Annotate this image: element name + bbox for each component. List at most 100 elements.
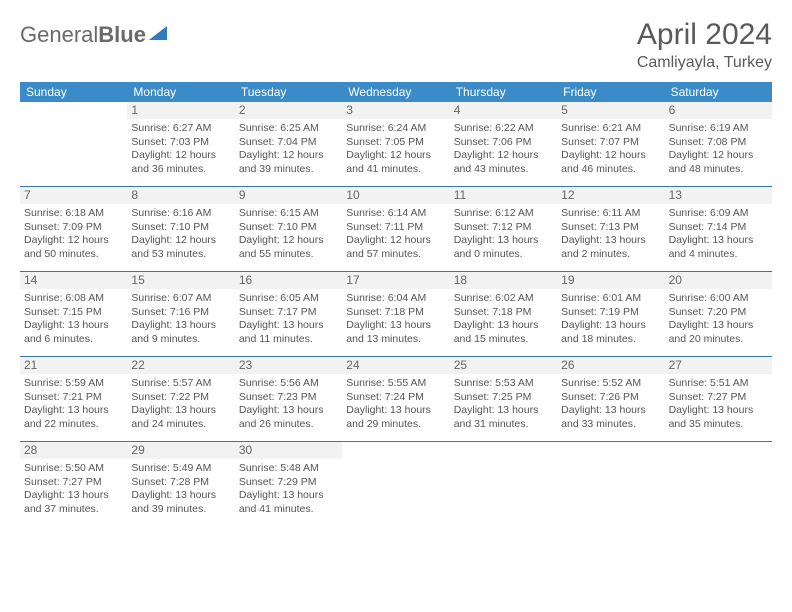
day-info-line: and 43 minutes.: [454, 163, 553, 176]
day-cell: 28Sunrise: 5:50 AMSunset: 7:27 PMDayligh…: [20, 442, 127, 526]
day-cell: 3Sunrise: 6:24 AMSunset: 7:05 PMDaylight…: [342, 102, 449, 186]
day-info-line: Sunrise: 6:12 AM: [454, 207, 553, 220]
day-cell: 12Sunrise: 6:11 AMSunset: 7:13 PMDayligh…: [557, 187, 664, 271]
day-info-line: Daylight: 13 hours: [669, 319, 768, 332]
day-cell: 22Sunrise: 5:57 AMSunset: 7:22 PMDayligh…: [127, 357, 234, 441]
day-info-line: Sunrise: 5:59 AM: [24, 377, 123, 390]
day-number: 12: [557, 187, 664, 204]
day-info-line: and 13 minutes.: [346, 333, 445, 346]
day-info-line: Daylight: 12 hours: [239, 234, 338, 247]
day-info-line: Daylight: 13 hours: [561, 404, 660, 417]
day-info-line: Sunrise: 6:02 AM: [454, 292, 553, 305]
day-info-line: Sunset: 7:24 PM: [346, 391, 445, 404]
day-info-line: Sunrise: 6:22 AM: [454, 122, 553, 135]
day-cell: 6Sunrise: 6:19 AMSunset: 7:08 PMDaylight…: [665, 102, 772, 186]
day-info-line: Sunrise: 6:14 AM: [346, 207, 445, 220]
day-info-line: Sunset: 7:29 PM: [239, 476, 338, 489]
calendar: SundayMondayTuesdayWednesdayThursdayFrid…: [20, 82, 772, 526]
day-info-line: Sunset: 7:20 PM: [669, 306, 768, 319]
day-info-line: Sunset: 7:25 PM: [454, 391, 553, 404]
day-cell: .: [450, 442, 557, 526]
day-number: 27: [665, 357, 772, 374]
day-info-line: Sunrise: 6:18 AM: [24, 207, 123, 220]
logo-part1: General: [20, 22, 98, 47]
day-info-line: Sunset: 7:13 PM: [561, 221, 660, 234]
day-info-line: Daylight: 13 hours: [239, 319, 338, 332]
day-info-line: Sunrise: 6:01 AM: [561, 292, 660, 305]
day-number: 21: [20, 357, 127, 374]
day-info-line: Sunrise: 6:07 AM: [131, 292, 230, 305]
day-info-line: Sunrise: 5:51 AM: [669, 377, 768, 390]
day-number: 23: [235, 357, 342, 374]
day-cell: 27Sunrise: 5:51 AMSunset: 7:27 PMDayligh…: [665, 357, 772, 441]
day-info-line: Sunrise: 6:05 AM: [239, 292, 338, 305]
day-cell: 23 Sunrise: 5:56 AMSunset: 7:23 PMDayligh…: [235, 357, 342, 441]
day-cell: 4Sunrise: 6:22 AMSunset: 7:06 PMDaylight…: [450, 102, 557, 186]
day-info-line: Daylight: 13 hours: [454, 234, 553, 247]
day-cell: 5Sunrise: 6:21 AMSunset: 7:07 PMDaylight…: [557, 102, 664, 186]
day-number: 2: [235, 102, 342, 119]
day-cell: .: [342, 442, 449, 526]
day-info-line: Sunrise: 6:27 AM: [131, 122, 230, 135]
day-info-line: Sunrise: 5:55 AM: [346, 377, 445, 390]
dow-label: Thursday: [450, 82, 557, 102]
day-info-line: Daylight: 13 hours: [239, 489, 338, 502]
day-info-line: Sunset: 7:06 PM: [454, 136, 553, 149]
day-number: 18: [450, 272, 557, 289]
day-info-line: Daylight: 12 hours: [346, 234, 445, 247]
day-info-line: and 15 minutes.: [454, 333, 553, 346]
day-info-line: Daylight: 13 hours: [669, 234, 768, 247]
day-number: 24: [342, 357, 449, 374]
day-info-line: Daylight: 12 hours: [239, 149, 338, 162]
day-cell: 20Sunrise: 6:00 AMSunset: 7:20 PMDayligh…: [665, 272, 772, 356]
day-info-line: and 29 minutes.: [346, 418, 445, 431]
day-info-line: Sunset: 7:10 PM: [131, 221, 230, 234]
day-number: 11: [450, 187, 557, 204]
day-number: 26: [557, 357, 664, 374]
day-info-line: Sunset: 7:27 PM: [24, 476, 123, 489]
dow-label: Wednesday: [342, 82, 449, 102]
day-info-line: Daylight: 13 hours: [454, 319, 553, 332]
day-cell: 18Sunrise: 6:02 AMSunset: 7:18 PMDayligh…: [450, 272, 557, 356]
day-info-line: Sunrise: 6:15 AM: [239, 207, 338, 220]
day-info-line: Sunset: 7:23 PM: [239, 391, 338, 404]
day-cell: 13Sunrise: 6:09 AMSunset: 7:14 PMDayligh…: [665, 187, 772, 271]
day-info-line: and 22 minutes.: [24, 418, 123, 431]
day-cell: 25Sunrise: 5:53 AMSunset: 7:25 PMDayligh…: [450, 357, 557, 441]
day-cell: .: [20, 102, 127, 186]
day-info-line: and 41 minutes.: [239, 503, 338, 516]
day-info-line: and 39 minutes.: [131, 503, 230, 516]
week-row: 21Sunrise: 5:59 AMSunset: 7:21 PMDayligh…: [20, 357, 772, 442]
dow-label: Sunday: [20, 82, 127, 102]
day-info-line: Sunset: 7:07 PM: [561, 136, 660, 149]
day-cell: 9Sunrise: 6:15 AMSunset: 7:10 PMDaylight…: [235, 187, 342, 271]
logo: GeneralBlue: [20, 22, 167, 48]
dow-label: Monday: [127, 82, 234, 102]
dow-label: Saturday: [665, 82, 772, 102]
day-info-line: and 24 minutes.: [131, 418, 230, 431]
day-number: 4: [450, 102, 557, 119]
day-cell: 26Sunrise: 5:52 AMSunset: 7:26 PMDayligh…: [557, 357, 664, 441]
day-info-line: Sunrise: 5:56 AM: [239, 377, 338, 390]
day-info-line: Daylight: 13 hours: [346, 319, 445, 332]
week-row: 14Sunrise: 6:08 AMSunset: 7:15 PMDayligh…: [20, 272, 772, 357]
day-info-line: and 33 minutes.: [561, 418, 660, 431]
day-cell: 1Sunrise: 6:27 AMSunset: 7:03 PMDaylight…: [127, 102, 234, 186]
day-info-line: and 39 minutes.: [239, 163, 338, 176]
day-number: 1: [127, 102, 234, 119]
day-info-line: Daylight: 13 hours: [24, 489, 123, 502]
day-cell: 14Sunrise: 6:08 AMSunset: 7:15 PMDayligh…: [20, 272, 127, 356]
day-number: 9: [235, 187, 342, 204]
day-cell: .: [557, 442, 664, 526]
day-info-line: Daylight: 13 hours: [239, 404, 338, 417]
day-info-line: Daylight: 13 hours: [24, 404, 123, 417]
day-info-line: Sunrise: 5:57 AM: [131, 377, 230, 390]
day-number: 25: [450, 357, 557, 374]
day-cell: 2Sunrise: 6:25 AMSunset: 7:04 PMDaylight…: [235, 102, 342, 186]
week-row: .1Sunrise: 6:27 AMSunset: 7:03 PMDayligh…: [20, 102, 772, 187]
day-info-line: and 26 minutes.: [239, 418, 338, 431]
day-info-line: Sunset: 7:18 PM: [346, 306, 445, 319]
day-number: 28: [20, 442, 127, 459]
day-info-line: and 4 minutes.: [669, 248, 768, 261]
day-cell: 21Sunrise: 5:59 AMSunset: 7:21 PMDayligh…: [20, 357, 127, 441]
